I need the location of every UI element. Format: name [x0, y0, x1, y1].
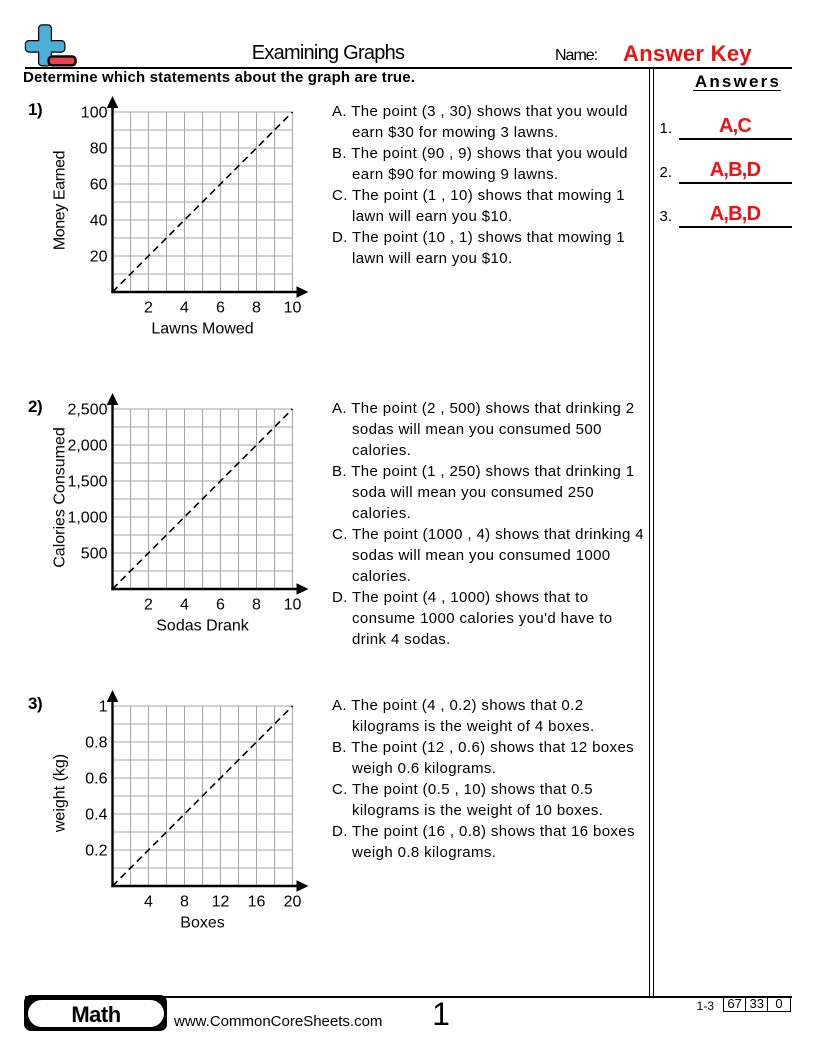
- svg-text:2,000: 2,000: [67, 438, 107, 455]
- svg-text:4: 4: [144, 894, 153, 911]
- svg-text:8: 8: [252, 300, 261, 317]
- svg-text:80: 80: [90, 141, 108, 158]
- svg-text:2: 2: [144, 300, 153, 317]
- svg-text:Lawns Mowed: Lawns Mowed: [151, 321, 253, 338]
- svg-text:2: 2: [144, 597, 153, 614]
- svg-text:0.6: 0.6: [85, 771, 107, 788]
- svg-text:weight (kg): weight (kg): [52, 754, 69, 833]
- svg-text:Sodas Drank: Sodas Drank: [156, 618, 249, 635]
- svg-text:16: 16: [248, 894, 266, 911]
- svg-text:2,500: 2,500: [67, 402, 107, 419]
- svg-text:1,500: 1,500: [67, 474, 107, 491]
- svg-text:0.8: 0.8: [85, 735, 107, 752]
- svg-text:100: 100: [81, 105, 108, 122]
- svg-text:Calories Consumed: Calories Consumed: [52, 427, 69, 568]
- svg-text:0.4: 0.4: [85, 807, 107, 824]
- svg-text:20: 20: [90, 249, 108, 266]
- svg-text:12: 12: [212, 894, 230, 911]
- svg-text:8: 8: [180, 894, 189, 911]
- svg-text:6: 6: [216, 300, 225, 317]
- svg-text:40: 40: [90, 213, 108, 230]
- svg-text:60: 60: [90, 177, 108, 194]
- svg-text:Boxes: Boxes: [180, 915, 224, 932]
- svg-text:20: 20: [284, 894, 302, 911]
- svg-text:4: 4: [180, 300, 189, 317]
- svg-text:1: 1: [99, 699, 108, 716]
- svg-text:10: 10: [284, 597, 302, 614]
- svg-text:8: 8: [252, 597, 261, 614]
- svg-text:1,000: 1,000: [67, 510, 107, 527]
- svg-text:10: 10: [284, 300, 302, 317]
- svg-text:6: 6: [216, 597, 225, 614]
- svg-text:500: 500: [81, 546, 108, 563]
- svg-text:4: 4: [180, 597, 189, 614]
- svg-text:0.2: 0.2: [85, 843, 107, 860]
- svg-text:Money Earned: Money Earned: [52, 151, 69, 250]
